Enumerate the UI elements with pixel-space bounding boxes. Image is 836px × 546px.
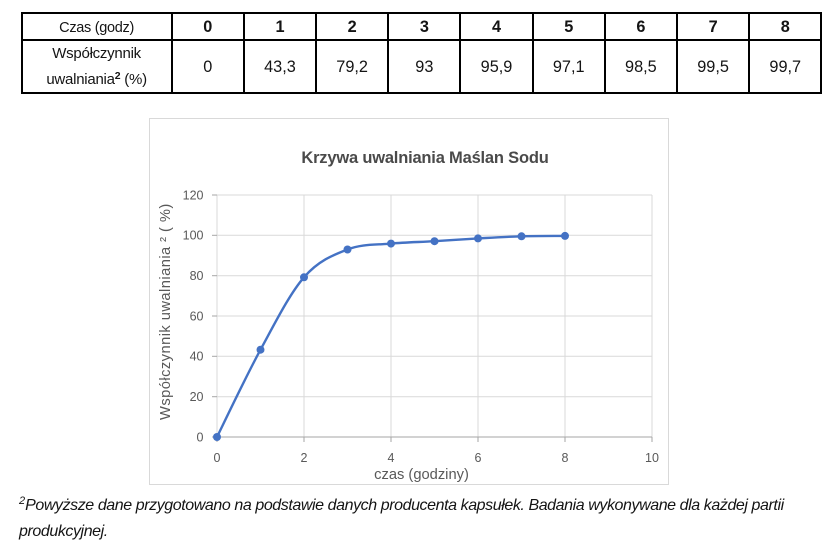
svg-text:20: 20	[190, 390, 204, 404]
svg-text:0: 0	[197, 430, 204, 444]
svg-text:80: 80	[190, 269, 204, 283]
svg-text:120: 120	[183, 188, 204, 202]
svg-text:czas (godziny): czas (godziny)	[374, 467, 469, 483]
svg-text:2: 2	[301, 451, 308, 465]
svg-text:60: 60	[190, 309, 204, 323]
svg-text:Krzywa uwalniania Maślan Sodu: Krzywa uwalniania Maślan Sodu	[301, 149, 548, 167]
svg-text:6: 6	[475, 451, 482, 465]
svg-text:Współczynnik uwalniania ² ( %): Współczynnik uwalniania ² ( %)	[158, 203, 174, 420]
svg-text:10: 10	[645, 451, 659, 465]
svg-text:8: 8	[562, 451, 569, 465]
svg-text:100: 100	[183, 229, 204, 243]
svg-text:4: 4	[388, 451, 395, 465]
svg-text:40: 40	[190, 350, 204, 364]
svg-text:0: 0	[214, 451, 221, 465]
